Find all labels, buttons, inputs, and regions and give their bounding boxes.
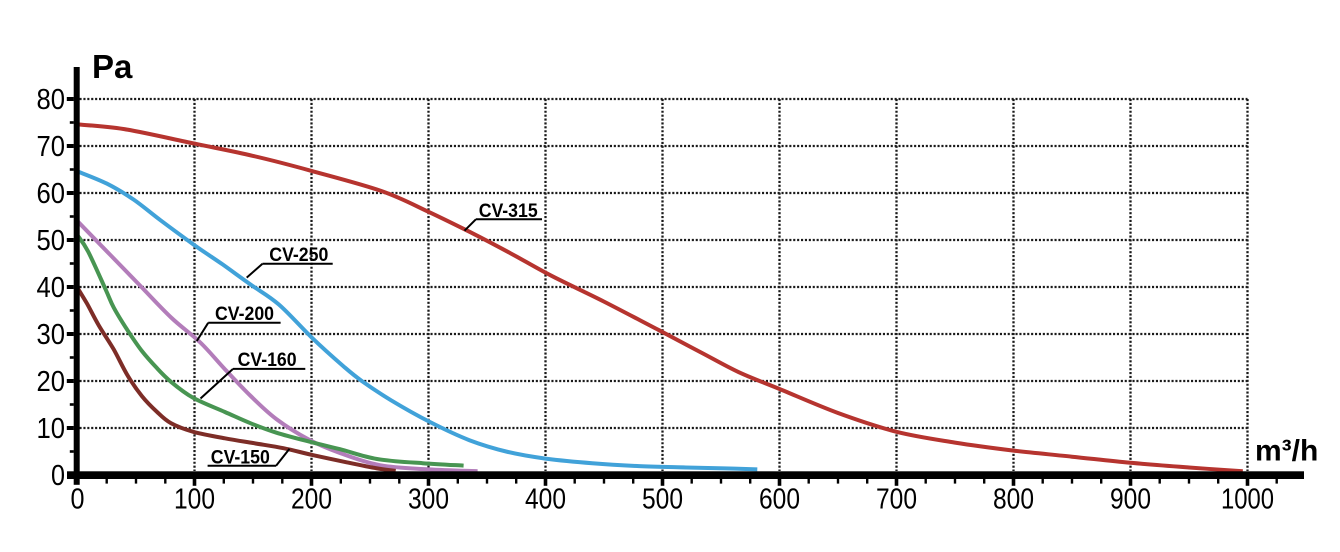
svg-text:20: 20: [37, 366, 66, 398]
svg-text:40: 40: [37, 272, 66, 304]
svg-text:50: 50: [37, 225, 66, 257]
svg-text:1000: 1000: [1221, 484, 1274, 516]
svg-text:500: 500: [642, 484, 683, 516]
svg-text:80: 80: [37, 84, 66, 116]
svg-text:10: 10: [37, 413, 66, 445]
svg-text:0: 0: [51, 460, 65, 492]
svg-text:700: 700: [876, 484, 917, 516]
svg-text:30: 30: [37, 319, 66, 351]
svg-text:60: 60: [37, 178, 66, 210]
svg-text:300: 300: [408, 484, 449, 516]
svg-text:600: 600: [759, 484, 800, 516]
svg-text:200: 200: [291, 484, 332, 516]
svg-text:100: 100: [174, 484, 215, 516]
svg-text:CV-150: CV-150: [211, 447, 270, 469]
svg-text:Pa: Pa: [92, 48, 133, 85]
svg-text:CV-250: CV-250: [269, 244, 328, 266]
svg-text:0: 0: [71, 484, 85, 516]
svg-text:800: 800: [993, 484, 1034, 516]
svg-text:CV-160: CV-160: [238, 349, 297, 371]
svg-text:CV-315: CV-315: [479, 200, 538, 222]
svg-text:400: 400: [525, 484, 566, 516]
svg-text:70: 70: [37, 131, 66, 163]
svg-text:CV-200: CV-200: [215, 303, 274, 325]
svg-text:900: 900: [1110, 484, 1151, 516]
svg-text:m³/h: m³/h: [1255, 435, 1318, 468]
